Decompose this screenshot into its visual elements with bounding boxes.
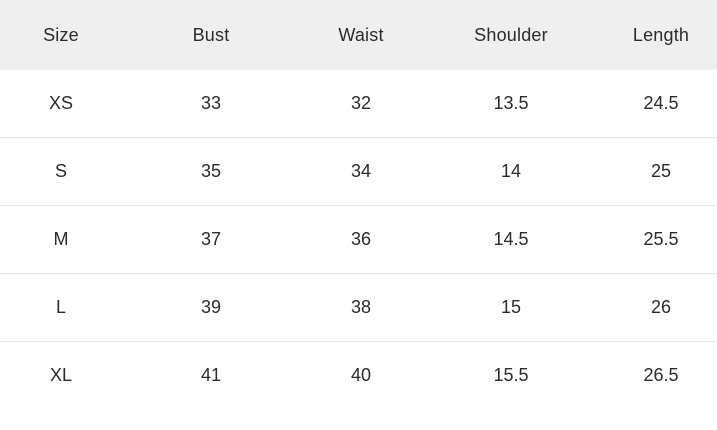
measurement-cell: 26.5 xyxy=(643,365,679,385)
table-row: L 39 38 15 26 xyxy=(0,274,717,342)
size-label-cell: M xyxy=(53,229,69,249)
measurement-cell: 35 xyxy=(200,161,222,181)
size-label-cell: L xyxy=(55,297,66,317)
measurement-cell: 39 xyxy=(200,297,222,317)
measurement-cell: 25.5 xyxy=(643,229,679,249)
measurement-cell: 36 xyxy=(350,229,372,249)
measurement-cell: 26 xyxy=(650,297,672,317)
header-cell-length: Length xyxy=(586,0,717,70)
measurement-cell: 14.5 xyxy=(493,229,529,249)
size-label-cell: XL xyxy=(49,365,73,385)
header-cell-shoulder: Shoulder xyxy=(436,0,586,70)
measurement-cell: 41 xyxy=(200,365,222,385)
table-row: XS 33 32 13.5 24.5 xyxy=(0,70,717,138)
measurement-cell: 15.5 xyxy=(493,365,529,385)
size-chart-table: Size Bust Waist Shoulder Length XS 33 32 13.5 24… xyxy=(0,0,717,409)
measurement-cell: 34 xyxy=(350,161,372,181)
table-header: Size Bust Waist Shoulder Length xyxy=(0,0,717,70)
size-label-cell: S xyxy=(54,161,67,181)
measurement-cell: 24.5 xyxy=(643,93,679,113)
measurement-cell: 14 xyxy=(500,161,522,181)
table-row: S 35 34 14 25 xyxy=(0,138,717,206)
header-row: Size Bust Waist Shoulder Length xyxy=(0,0,717,70)
measurement-cell: 40 xyxy=(350,365,372,385)
table-row: M 37 36 14.5 25.5 xyxy=(0,206,717,274)
header-cell-size: Size xyxy=(0,0,136,70)
header-cell-bust: Bust xyxy=(136,0,286,70)
measurement-cell: 25 xyxy=(650,161,672,181)
measurement-cell: 33 xyxy=(200,93,222,113)
table-body: XS 33 32 13.5 24.5 S 35 34 14 25 M 37 36 14.5 25.5 L 39 3… xyxy=(0,70,717,409)
measurement-cell: 37 xyxy=(200,229,222,249)
table-row: XL 41 40 15.5 26.5 xyxy=(0,342,717,410)
size-label-cell: XS xyxy=(48,93,73,113)
measurement-cell: 13.5 xyxy=(493,93,529,113)
header-cell-waist: Waist xyxy=(286,0,436,70)
measurement-cell: 32 xyxy=(350,93,372,113)
measurement-cell: 15 xyxy=(500,297,522,317)
measurement-cell: 38 xyxy=(350,297,372,317)
